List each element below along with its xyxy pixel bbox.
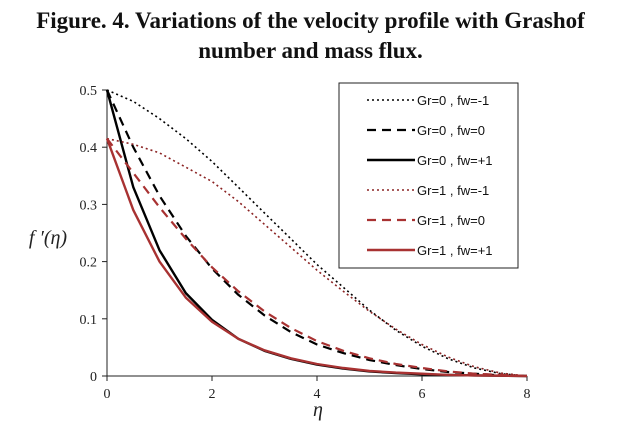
chart-title-line-2: number and mass flux. bbox=[198, 38, 423, 63]
y-tick-label: 0.4 bbox=[80, 141, 98, 156]
legend-label-5: Gr=1 , fw=0 bbox=[417, 213, 485, 228]
legend-box bbox=[338, 82, 519, 269]
legend-label-1: Gr=0 , fw=-1 bbox=[417, 93, 489, 108]
series-line-6 bbox=[105, 138, 528, 378]
y-tick-label: 0.2 bbox=[80, 256, 98, 271]
series-line-5 bbox=[106, 137, 528, 378]
legend-label-3: Gr=0 , fw=+1 bbox=[417, 153, 493, 168]
x-tick-label: 6 bbox=[419, 387, 426, 402]
y-tick-label: 0.1 bbox=[80, 313, 98, 328]
chart-title-line-1: Figure. 4. Variations of the velocity pr… bbox=[36, 8, 585, 33]
series-line-1 bbox=[106, 89, 528, 377]
series-layer bbox=[105, 89, 528, 378]
x-tick-label: 2 bbox=[209, 387, 216, 402]
series-line-4 bbox=[106, 137, 528, 377]
y-tick-label: 0.3 bbox=[80, 198, 98, 213]
x-tick-label: 4 bbox=[314, 387, 321, 402]
y-tick-label: 0 bbox=[90, 370, 97, 385]
x-tick-label: 8 bbox=[524, 387, 531, 402]
x-tick-label: 0 bbox=[104, 387, 111, 402]
legend-label-6: Gr=1 , fw=+1 bbox=[417, 243, 493, 258]
x-axis-label: η bbox=[313, 399, 323, 421]
chart-title: Figure. 4. Variations of the velocity pr… bbox=[0, 6, 621, 66]
y-tick-label: 0.5 bbox=[80, 84, 98, 99]
legend: Gr=0 , fw=-1 Gr=0 , fw=0 Gr=0 , fw=+1 Gr=1 … bbox=[338, 82, 519, 269]
legend-label-2: Gr=0 , fw=0 bbox=[417, 123, 485, 138]
chart-axes: 0 2 4 6 8 0 0.1 0.2 0.3 0.4 0.5 bbox=[80, 84, 531, 402]
y-axis-label: f ′(η) bbox=[29, 227, 68, 249]
legend-label-4: Gr=1 , fw=-1 bbox=[417, 183, 489, 198]
